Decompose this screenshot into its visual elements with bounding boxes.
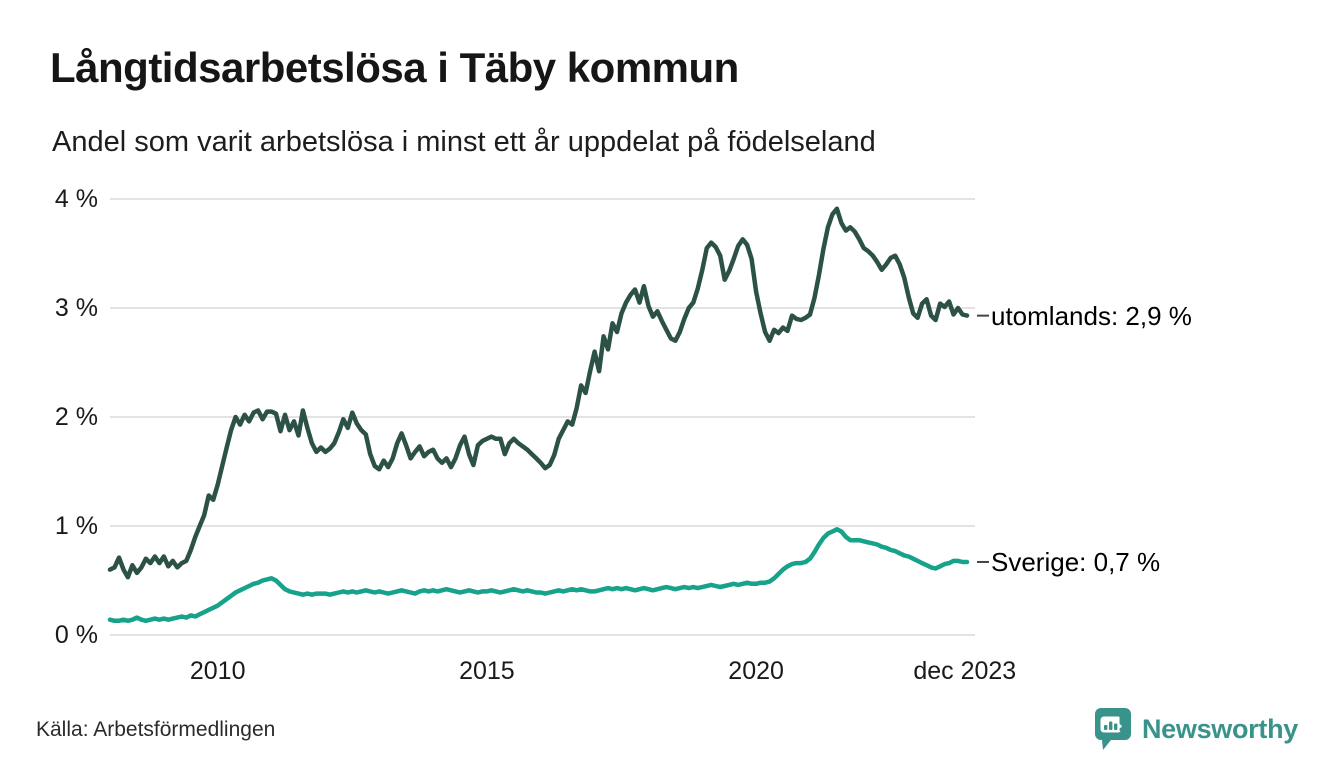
newsworthy-logo: Newsworthy bbox=[1093, 706, 1298, 752]
y-axis-label: 1 % bbox=[54, 512, 98, 540]
newsworthy-logo-icon bbox=[1093, 706, 1133, 752]
x-axis-label: dec 2023 bbox=[913, 657, 1017, 685]
y-axis-label: 0 % bbox=[54, 621, 98, 649]
x-axis-label: 2020 bbox=[728, 657, 784, 685]
series-end-label-utomlands: utomlands: 2,9 % bbox=[991, 300, 1192, 331]
y-axis-label: 2 % bbox=[54, 403, 98, 431]
series-line-utomlands bbox=[107, 206, 970, 580]
chart-subtitle: Andel som varit arbetslösa i minst ett å… bbox=[52, 126, 876, 158]
y-axis-label: 3 % bbox=[54, 294, 98, 322]
source-caption: Källa: Arbetsförmedlingen bbox=[36, 718, 276, 741]
series-end-label-sverige: Sverige: 0,7 % bbox=[991, 546, 1161, 577]
x-axis-label: 2015 bbox=[459, 657, 515, 685]
series-line-sverige bbox=[107, 527, 970, 624]
newsworthy-wordmark: Newsworthy bbox=[1141, 713, 1298, 744]
page-title: Långtidsarbetslösa i Täby kommun bbox=[50, 44, 739, 91]
y-axis-label: 4 % bbox=[54, 185, 98, 213]
x-axis-label: 2010 bbox=[189, 657, 246, 685]
